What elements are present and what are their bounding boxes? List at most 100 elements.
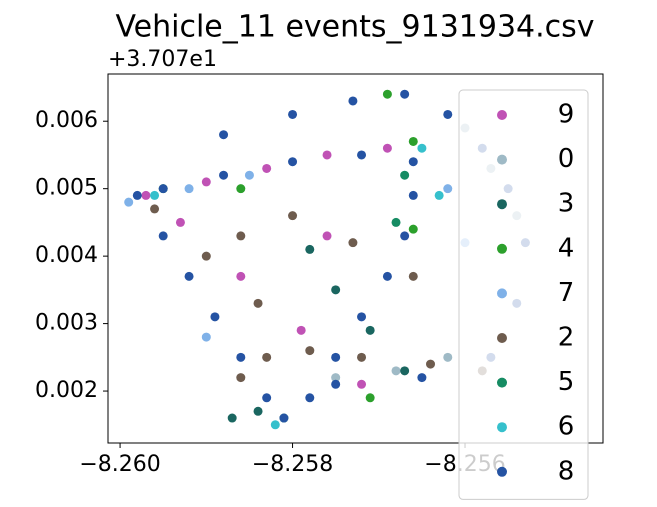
point	[219, 130, 229, 140]
point	[400, 231, 410, 241]
point	[184, 271, 194, 281]
legend-label: 6	[558, 412, 575, 442]
point	[382, 89, 392, 99]
point	[201, 251, 211, 261]
legend-label: 2	[558, 323, 575, 353]
legend-marker	[497, 199, 507, 210]
y-tick-label: 0.006	[35, 108, 98, 133]
point	[382, 143, 392, 153]
legend-marker	[497, 110, 507, 120]
legend-label: 0	[558, 144, 575, 174]
point	[253, 298, 263, 308]
point	[365, 393, 375, 403]
point	[443, 109, 453, 119]
point	[348, 96, 358, 106]
point	[331, 373, 341, 383]
point	[417, 143, 427, 153]
point	[150, 204, 160, 214]
legend-marker	[497, 377, 507, 388]
point	[365, 325, 375, 335]
point	[253, 406, 263, 416]
point	[227, 413, 237, 423]
point	[357, 379, 367, 389]
point	[288, 157, 298, 167]
point	[408, 224, 418, 234]
point	[322, 150, 332, 160]
x-tick-label: −8.258	[252, 452, 333, 477]
point	[331, 352, 341, 362]
point	[158, 231, 168, 241]
point	[305, 393, 315, 403]
point	[158, 184, 168, 194]
point	[219, 170, 229, 180]
point	[417, 373, 427, 383]
point	[408, 157, 418, 167]
legend-label: 3	[558, 189, 575, 219]
point	[408, 136, 418, 146]
point	[184, 184, 194, 194]
plot-frame	[107, 73, 604, 444]
point	[288, 109, 298, 119]
point	[201, 332, 211, 342]
point	[391, 366, 401, 376]
point	[236, 271, 246, 281]
point	[141, 190, 151, 200]
chart-title: Vehicle_11 events_9131934.csv	[115, 10, 594, 45]
y-tick-label: 0.003	[35, 311, 98, 336]
point	[236, 231, 246, 241]
point	[150, 190, 160, 200]
point	[400, 170, 410, 180]
point	[331, 285, 341, 295]
legend-box	[458, 89, 589, 500]
point	[175, 217, 185, 227]
point	[348, 238, 358, 248]
legend-label: 4	[558, 233, 575, 263]
point	[357, 150, 367, 160]
point	[236, 352, 246, 362]
point	[400, 366, 410, 376]
point	[357, 312, 367, 322]
point	[322, 231, 332, 241]
point	[331, 379, 341, 389]
point	[426, 359, 436, 369]
legend-marker	[497, 243, 507, 254]
point	[443, 352, 453, 362]
point	[132, 190, 142, 200]
point	[408, 190, 418, 200]
y-tick-label: 0.002	[35, 378, 98, 403]
point	[443, 184, 453, 194]
offset-label: +3.707e1	[108, 47, 217, 72]
point	[400, 89, 410, 99]
point	[305, 244, 315, 254]
legend-marker	[497, 466, 507, 477]
point	[270, 420, 280, 430]
legend-label: 7	[558, 278, 575, 308]
point	[382, 271, 392, 281]
y-tick-label: 0.004	[35, 243, 98, 268]
point	[210, 312, 220, 322]
point	[124, 197, 134, 207]
x-tick-label: −8.260	[79, 452, 160, 477]
point	[408, 271, 418, 281]
point	[236, 184, 246, 194]
point	[357, 352, 367, 362]
point	[201, 177, 211, 187]
legend-marker	[497, 333, 507, 343]
legend-label: 5	[558, 367, 575, 397]
legend-label: 8	[558, 456, 575, 486]
legend-marker	[497, 288, 507, 299]
point	[305, 346, 315, 356]
point	[288, 211, 298, 221]
legend-label: 9	[558, 100, 575, 130]
point	[434, 190, 444, 200]
point	[391, 217, 401, 227]
point	[244, 170, 254, 180]
y-tick-label: 0.005	[35, 176, 98, 201]
point	[236, 373, 246, 383]
point	[279, 413, 289, 423]
point	[262, 163, 272, 173]
legend-marker	[497, 422, 507, 433]
point	[262, 352, 272, 362]
